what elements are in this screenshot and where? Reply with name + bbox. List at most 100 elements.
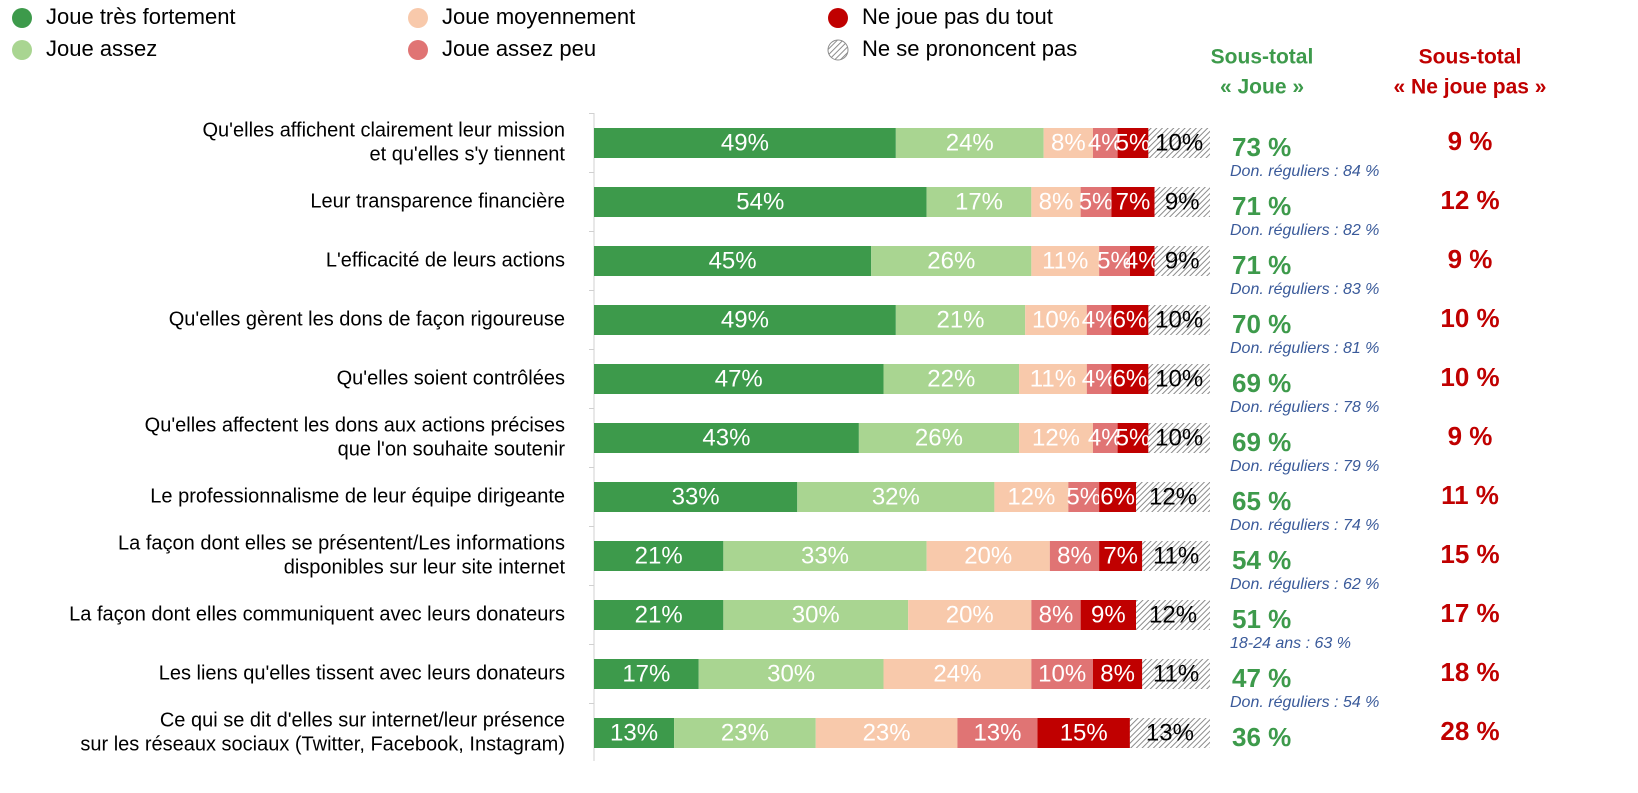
- bar-value-label: 12%: [1149, 601, 1197, 628]
- bar-value-label: 10%: [1038, 660, 1086, 687]
- subtotal-note: Don. réguliers : 84 %: [1230, 163, 1379, 180]
- bar-segment: [797, 482, 995, 512]
- bar-segment: [1117, 128, 1149, 158]
- subtotal-value: 73 %: [1232, 132, 1291, 162]
- bar-segment: [1111, 187, 1155, 217]
- bar-value-label: 12%: [1007, 483, 1055, 510]
- bar-segment: [723, 600, 909, 630]
- bar-segment: [926, 541, 1050, 571]
- bar-segment: [883, 364, 1020, 394]
- subtotal-value: 17 %: [1440, 598, 1499, 628]
- bar-value-label: 13%: [1146, 719, 1194, 746]
- category-label: et qu'elles s'y tiennent: [369, 143, 565, 165]
- category-label: Ce qui se dit d'elles sur internet/leur …: [160, 709, 565, 731]
- subtotal-value: 12 %: [1440, 185, 1499, 215]
- legend-swatch: [408, 8, 428, 28]
- subtotal-value: 9 %: [1448, 421, 1493, 451]
- bar-segment: [594, 187, 927, 217]
- bar-value-label: 6%: [1100, 483, 1135, 510]
- bar-value-label: 4%: [1125, 247, 1160, 274]
- bar-value-label: 4%: [1088, 424, 1123, 451]
- bar-value-label: 21%: [936, 306, 984, 333]
- bar-value-label: 17%: [955, 188, 1003, 215]
- subtotal-note: Don. réguliers : 79 %: [1230, 458, 1379, 475]
- bar-value-label: 10%: [1155, 306, 1203, 333]
- subtotal-header: « Ne joue pas »: [1394, 76, 1547, 99]
- subtotal-value: 36 %: [1232, 722, 1291, 752]
- legend-label: Ne se prononcent pas: [862, 36, 1077, 61]
- bar-value-label: 5%: [1116, 129, 1151, 156]
- bar-segment: [1136, 482, 1210, 512]
- bar-segment: [1031, 659, 1093, 689]
- category-label: Qu'elles soient contrôlées: [337, 367, 565, 389]
- bar-segment: [698, 659, 884, 689]
- bar-value-label: 13%: [610, 719, 658, 746]
- bar-segment: [1099, 246, 1130, 276]
- subtotal-value: 11 %: [1441, 480, 1499, 510]
- bar-segment: [594, 718, 675, 748]
- bar-segment: [594, 305, 896, 335]
- subtotal-value: 69 %: [1232, 427, 1291, 457]
- bar-value-label: 9%: [1165, 247, 1200, 274]
- bar-segment: [994, 482, 1069, 512]
- bar-segment: [594, 246, 872, 276]
- subtotal-note: Don. réguliers : 54 %: [1230, 694, 1379, 711]
- bar-value-label: 26%: [915, 424, 963, 451]
- bar-segment: [957, 718, 1038, 748]
- bar-value-label: 30%: [792, 601, 840, 628]
- bar-segment: [1092, 423, 1118, 453]
- bar-segment: [815, 718, 958, 748]
- bar-segment: [1019, 423, 1093, 453]
- subtotal-value: 69 %: [1232, 368, 1291, 398]
- bar-value-label: 8%: [1100, 660, 1135, 687]
- bar-value-label: 10%: [1032, 306, 1080, 333]
- bar-segment: [1142, 541, 1210, 571]
- bar-segment: [1142, 659, 1210, 689]
- bar-value-label: 26%: [927, 247, 975, 274]
- bar-value-label: 47%: [715, 365, 763, 392]
- category-label: Qu'elles affichent clairement leur missi…: [203, 119, 566, 141]
- legend-label: Joue assez peu: [442, 36, 596, 61]
- bar-value-label: 7%: [1116, 188, 1151, 215]
- bar-value-label: 10%: [1155, 129, 1203, 156]
- subtotal-value: 54 %: [1232, 545, 1291, 575]
- subtotal-value: 9 %: [1448, 244, 1493, 274]
- bar-segment: [1111, 364, 1149, 394]
- bar-value-label: 49%: [721, 129, 769, 156]
- bar-segment: [1043, 128, 1093, 158]
- bar-value-label: 5%: [1097, 247, 1132, 274]
- bar-segment: [594, 482, 798, 512]
- bar-segment: [594, 423, 859, 453]
- bar-value-label: 23%: [863, 719, 911, 746]
- bar-segment: [908, 600, 1032, 630]
- subtotal-note: Don. réguliers : 83 %: [1230, 281, 1379, 298]
- subtotal-value: 10 %: [1440, 362, 1499, 392]
- bar-value-label: 8%: [1057, 542, 1092, 569]
- bar-value-label: 11%: [1030, 365, 1076, 392]
- legend-swatch: [12, 40, 32, 60]
- bar-value-label: 32%: [872, 483, 920, 510]
- subtotal-value: 9 %: [1448, 126, 1493, 156]
- legend-swatch: [828, 8, 848, 28]
- bar-value-label: 5%: [1066, 483, 1101, 510]
- subtotal-note: Don. réguliers : 82 %: [1230, 222, 1379, 239]
- subtotal-value: 15 %: [1440, 539, 1499, 569]
- bar-segment: [1025, 305, 1087, 335]
- bar-segment: [1086, 364, 1112, 394]
- bar-value-label: 43%: [702, 424, 750, 451]
- category-label: disponibles sur leur site internet: [284, 556, 566, 578]
- bar-value-label: 8%: [1039, 188, 1074, 215]
- bar-segment: [1037, 718, 1130, 748]
- legend-label: Ne joue pas du tout: [862, 4, 1053, 29]
- legend-swatch: [408, 40, 428, 60]
- bar-segment: [594, 128, 896, 158]
- bar-segment: [594, 364, 884, 394]
- subtotal-value: 18 %: [1440, 657, 1499, 687]
- bar-segment: [895, 305, 1026, 335]
- category-label: Leur transparence financière: [310, 190, 565, 212]
- bar-segment: [1019, 364, 1087, 394]
- bar-value-label: 20%: [964, 542, 1012, 569]
- bar-segment: [594, 659, 699, 689]
- bar-value-label: 9%: [1165, 188, 1200, 215]
